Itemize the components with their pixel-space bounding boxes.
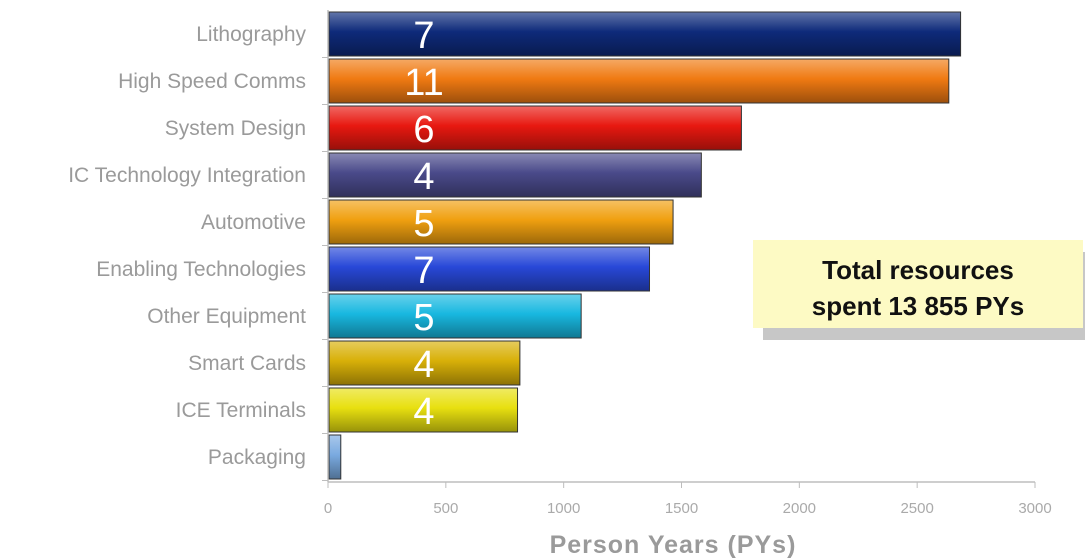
bar: [328, 387, 519, 433]
category-label: Other Equipment: [147, 305, 306, 328]
bar: [328, 246, 651, 292]
category-label: ICE Terminals: [176, 399, 306, 422]
bars-group: 7 11 6 4 5 7 5 4 4 1: [328, 11, 962, 480]
bar: [328, 293, 582, 339]
bar: [328, 434, 342, 480]
category-label: Smart Cards: [188, 352, 306, 375]
bar-count-label: 5: [413, 203, 434, 245]
bar-count-label: 4: [413, 391, 434, 433]
x-tick-label: 1500: [665, 500, 698, 517]
bar: [328, 105, 742, 151]
x-tick-label: 500: [433, 500, 458, 517]
bar: [328, 199, 674, 245]
bar-count-label: 11: [404, 62, 443, 104]
note-line-1: Total resources: [822, 255, 1014, 285]
bar: [328, 11, 962, 57]
total-resources-text: Total resources spent 13 855 PYs: [753, 252, 1083, 324]
total-resources-note: Total resources spent 13 855 PYs: [753, 240, 1083, 328]
category-label: IC Technology Integration: [68, 164, 306, 187]
x-tick-label: 0: [324, 500, 332, 517]
category-label: High Speed Comms: [118, 70, 306, 93]
category-label: System Design: [165, 117, 306, 140]
note-line-2: spent 13 855 PYs: [811, 291, 1025, 321]
category-label: Packaging: [208, 446, 306, 469]
bar: [328, 152, 702, 198]
bar-count-label: 1: [413, 438, 434, 480]
bar: [328, 58, 950, 104]
bar-count-label: 4: [413, 156, 434, 198]
bar-count-label: 6: [413, 109, 434, 151]
axes-group: 0 500 1000 1500 2000 2500 3000 Lithography High …: [68, 10, 1052, 517]
x-tick-label: 2500: [900, 500, 933, 517]
category-label: Automotive: [201, 211, 306, 234]
bar-count-label: 7: [413, 250, 434, 292]
bar-count-label: 4: [413, 344, 434, 386]
x-axis-label: Person Years (PYs): [550, 531, 797, 558]
bar-count-label: 5: [413, 297, 434, 339]
category-label: Enabling Technologies: [96, 258, 306, 281]
x-tick-label: 2000: [783, 500, 816, 517]
category-label: Lithography: [196, 23, 306, 46]
bar-count-label: 7: [413, 15, 434, 57]
x-tick-label: 1000: [547, 500, 580, 517]
x-tick-label: 3000: [1018, 500, 1051, 517]
bar: [328, 340, 521, 386]
